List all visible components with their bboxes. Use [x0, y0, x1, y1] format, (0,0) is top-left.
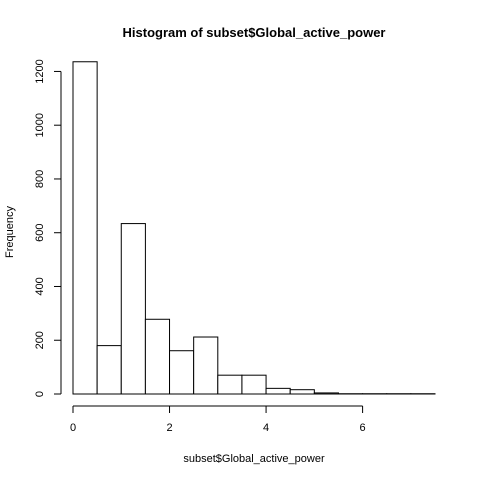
- y-tick-label-0: 0: [34, 391, 46, 397]
- histogram-bar-9: [289, 389, 315, 395]
- histogram-bars: [72, 61, 436, 395]
- y-axis: 0 200 400 600 800 1000 1200: [34, 59, 62, 397]
- histogram-bar-0: [72, 61, 98, 395]
- histogram-bar-3: [144, 318, 171, 395]
- x-tick-label-2: 4: [263, 422, 269, 434]
- y-tick-label-4: 800: [34, 170, 46, 188]
- histogram-bar-2: [120, 223, 146, 395]
- histogram-bar-10: [313, 392, 339, 395]
- x-axis: 0 2 4 6: [70, 405, 366, 434]
- y-tick-label-1: 200: [34, 331, 46, 349]
- y-tick-label-6: 1200: [34, 59, 46, 83]
- y-axis-label: Frequency: [4, 206, 16, 258]
- y-tick-label-5: 1000: [34, 113, 46, 137]
- x-tick-label-3: 6: [360, 422, 366, 434]
- x-axis-label: subset$Global_active_power: [183, 453, 325, 465]
- histogram-bar-8: [265, 387, 291, 395]
- histogram-bar-5: [193, 336, 219, 395]
- x-tick-label-1: 2: [166, 422, 172, 434]
- chart-title: Histogram of subset$Global_active_power: [123, 25, 386, 40]
- y-tick-label-2: 400: [34, 277, 46, 295]
- histogram-bar-1: [96, 345, 122, 395]
- x-tick-label-0: 0: [70, 422, 76, 434]
- histogram-bar-7: [241, 374, 267, 395]
- histogram-bar-4: [169, 350, 195, 395]
- histogram-bar-6: [217, 374, 243, 395]
- y-tick-label-3: 600: [34, 224, 46, 242]
